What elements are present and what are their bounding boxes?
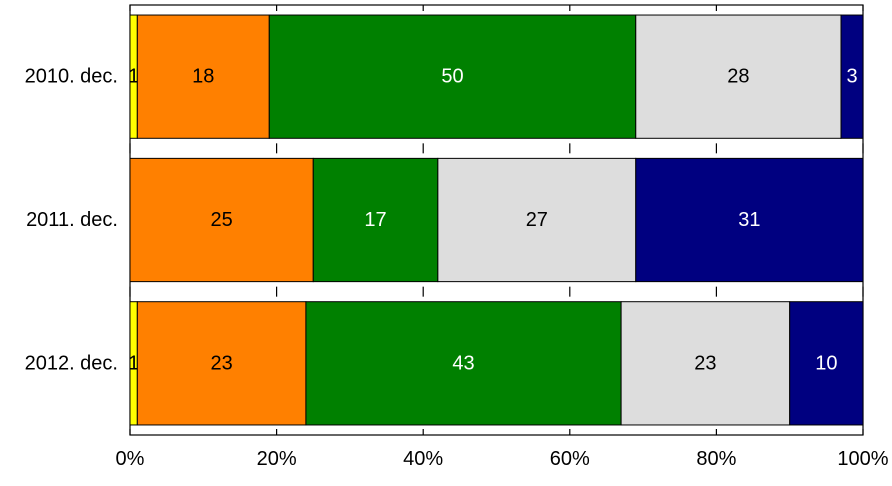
data-label: 23 [211, 352, 233, 374]
bar-segment [620, 301, 791, 426]
data-label: 10 [815, 352, 837, 374]
bar-segment [136, 301, 307, 426]
data-label: 1 [128, 352, 139, 374]
x-tick-label: 0% [116, 448, 145, 470]
data-label: 25 [211, 209, 233, 231]
x-tick-label: 100% [837, 448, 888, 470]
data-label: 50 [441, 66, 463, 88]
bar-segment [635, 157, 864, 283]
bar-segment [635, 14, 842, 139]
bar-segment [305, 301, 622, 426]
data-label: 27 [526, 209, 548, 231]
category-label: 2011. dec. [26, 209, 118, 231]
data-label: 28 [727, 66, 749, 88]
data-label: 31 [738, 209, 760, 231]
x-tick-label: 20% [257, 448, 297, 470]
x-axis-tick-labels: 0% 20% 40% 60% 80% 100% [116, 448, 889, 470]
category-label: 2012. dec. [25, 352, 118, 374]
bar-segment [129, 157, 314, 283]
category-label: 2010. dec. [25, 66, 118, 88]
bar-segment [312, 157, 439, 283]
data-label: 3 [846, 66, 857, 88]
data-label: 43 [452, 352, 474, 374]
data-label: 23 [694, 352, 716, 374]
bar-segment [268, 14, 637, 139]
bars-group: 1 18 50 28 3 25 17 27 31 1 23 43 23 10 [128, 14, 864, 426]
bar-segment [840, 14, 864, 139]
category-labels: 2010. dec. 2011. dec. 2012. dec. [25, 66, 118, 375]
x-axis-ticks [129, 5, 864, 435]
data-label: 17 [364, 209, 386, 231]
data-label: 18 [192, 66, 214, 88]
bar-segment [136, 14, 270, 139]
data-label: 1 [128, 66, 139, 88]
x-tick-label: 80% [696, 448, 736, 470]
x-tick-label: 60% [550, 448, 590, 470]
bar-segment [437, 157, 637, 283]
bar-segment [789, 301, 864, 426]
x-tick-label: 40% [403, 448, 443, 470]
